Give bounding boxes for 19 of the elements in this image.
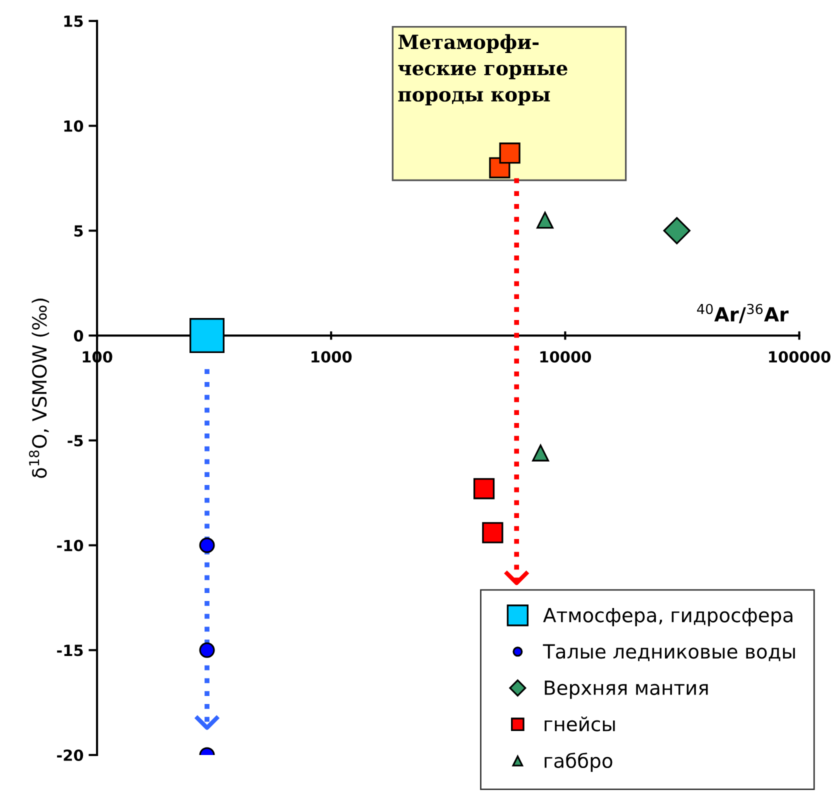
annotation: Метаморфи- ческие горные породы коры — [398, 34, 568, 106]
y-tick-label: -5 — [68, 435, 83, 446]
y-tick-label: -15 — [57, 644, 83, 656]
legend-label: Талые ледниковые воды — [542, 644, 795, 662]
y-tick-label: -20 — [57, 749, 84, 762]
y-tick-label: 5 — [74, 225, 83, 237]
legend-label: габбро — [544, 752, 612, 772]
y-tick-label: 0 — [74, 330, 84, 342]
legend-label: Верхняя мантия — [544, 680, 708, 699]
legend-label: гнейсы — [544, 716, 615, 732]
y-tick-label: 10 — [64, 120, 84, 132]
y-tick-label: -10 — [57, 540, 84, 552]
x-axis-title: $^{40}$Ar/$^{36}$Ar — [697, 304, 789, 324]
y-tick-label: 15 — [64, 16, 83, 27]
y-axis-title: δ$^{18}$O, VSMOW (‰) — [28, 298, 50, 478]
x-tick-label: 10000 — [540, 351, 592, 363]
legend-label: Атмосфера, гидросфера — [543, 608, 792, 626]
x-tick-label: 1000 — [312, 351, 352, 363]
x-tick-label: 100000 — [769, 351, 830, 363]
